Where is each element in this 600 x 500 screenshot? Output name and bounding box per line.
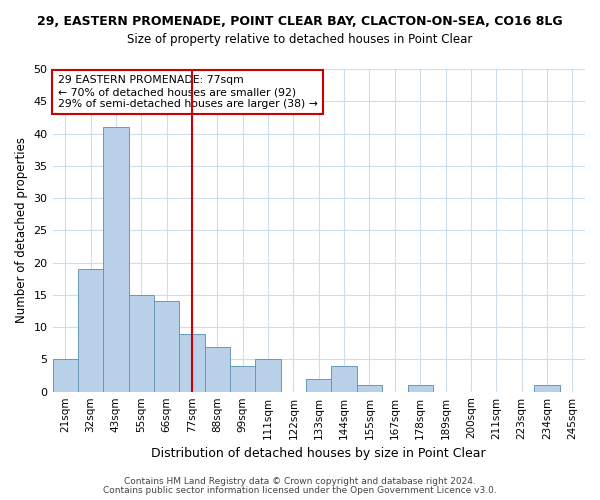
Bar	[179, 334, 205, 392]
Text: Contains HM Land Registry data © Crown copyright and database right 2024.: Contains HM Land Registry data © Crown c…	[124, 477, 476, 486]
Bar	[78, 269, 103, 392]
Bar	[534, 385, 560, 392]
Bar	[407, 385, 433, 392]
Bar	[306, 379, 331, 392]
Y-axis label: Number of detached properties: Number of detached properties	[15, 138, 28, 324]
Bar	[128, 295, 154, 392]
Bar	[154, 302, 179, 392]
X-axis label: Distribution of detached houses by size in Point Clear: Distribution of detached houses by size …	[151, 447, 486, 460]
Text: Size of property relative to detached houses in Point Clear: Size of property relative to detached ho…	[127, 32, 473, 46]
Text: 29 EASTERN PROMENADE: 77sqm
← 70% of detached houses are smaller (92)
29% of sem: 29 EASTERN PROMENADE: 77sqm ← 70% of det…	[58, 76, 318, 108]
Bar	[357, 385, 382, 392]
Bar	[331, 366, 357, 392]
Bar	[53, 360, 78, 392]
Bar	[103, 127, 128, 392]
Bar	[230, 366, 256, 392]
Text: 29, EASTERN PROMENADE, POINT CLEAR BAY, CLACTON-ON-SEA, CO16 8LG: 29, EASTERN PROMENADE, POINT CLEAR BAY, …	[37, 15, 563, 28]
Bar	[256, 360, 281, 392]
Bar	[205, 346, 230, 392]
Text: Contains public sector information licensed under the Open Government Licence v3: Contains public sector information licen…	[103, 486, 497, 495]
